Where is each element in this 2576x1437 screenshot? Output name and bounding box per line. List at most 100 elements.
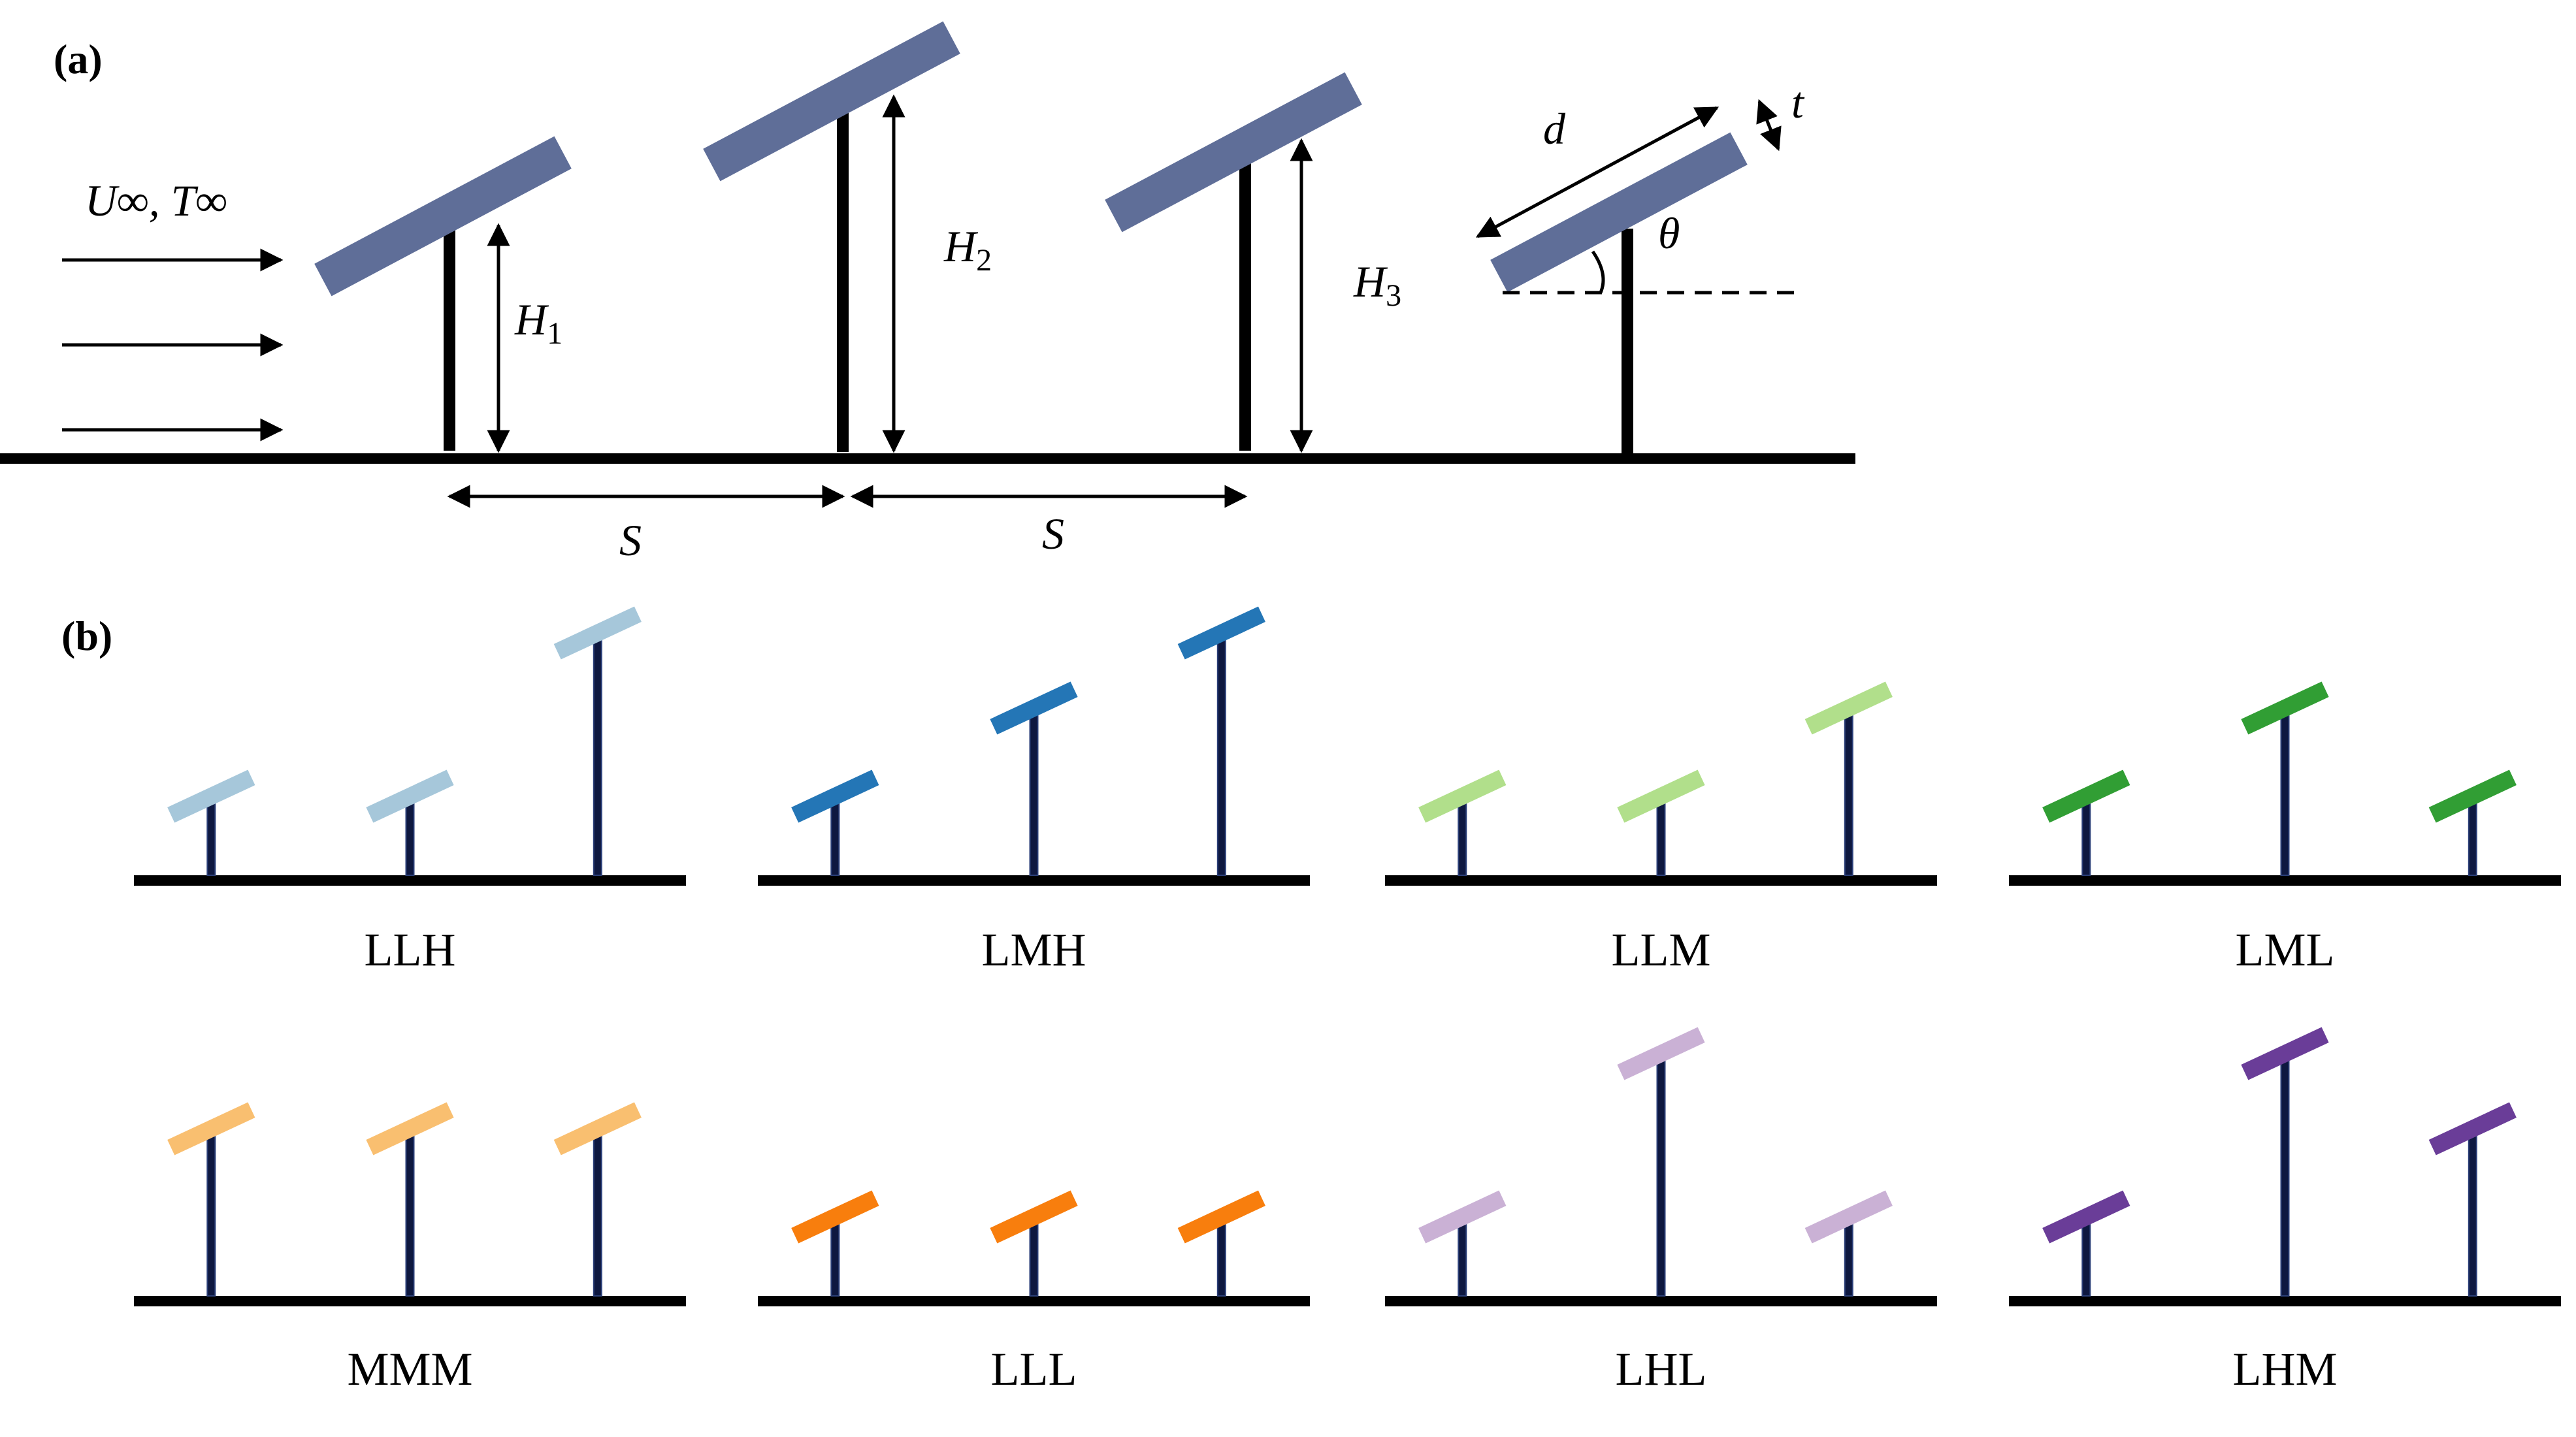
h2-symbol: H [943,221,979,271]
spacing-label-1: S [619,515,642,565]
array-panel [1804,681,1893,876]
panel-post [1029,708,1039,876]
panel-a-label: (a) [54,36,103,82]
panel-1-post [444,225,455,451]
panel-thickness-label: t [1791,78,1805,127]
array-panel [1617,1027,1705,1297]
panel-post [1458,1217,1467,1297]
config-label: LLM [1612,924,1711,976]
h2-subscript: 2 [976,243,992,278]
solar-panel-3 [1105,72,1362,451]
panel-plate [553,1102,642,1155]
panel-plate [990,681,1078,735]
panel-post [1216,1217,1226,1297]
panel-a: (a) U∞, T∞ [0,21,1855,565]
panel-post [206,796,216,876]
panel-plate [1418,1190,1507,1244]
inflow-arrows [62,248,284,442]
array-panel [366,769,454,876]
panel-plate [1418,769,1507,823]
solar-panel-2 [703,21,960,452]
panel-post [1656,796,1666,876]
height-label-h3: H3 [1353,257,1401,313]
array-panel [553,606,642,876]
config-label: LLH [365,924,456,976]
array-panel [366,1102,454,1297]
solar-panel-1 [314,136,572,451]
t-dimension-arrow [1756,99,1782,152]
array-panel [2428,1102,2517,1297]
config-lmh: LMH [758,606,1310,976]
array-panel [2241,681,2329,876]
panel-plate [1617,1027,1705,1080]
panel-post [2081,796,2091,876]
panel-plate [2042,769,2130,823]
panel-plate [2428,1102,2517,1155]
panel-post [206,1129,216,1297]
panel-plate [553,606,642,660]
panel-3-post [1239,152,1251,451]
tilt-angle-label: θ [1658,208,1680,258]
panel-plate [1617,769,1705,823]
freestream-label: U∞, T∞ [85,176,227,225]
panel-plate [167,1102,255,1155]
panel-length-label: d [1543,104,1566,153]
panel-b: (b) LLH LMH LLM LML MMM LLL LHL LHM [61,606,2561,1395]
d-dimension-arrow [1475,106,1720,238]
array-panel [1418,769,1507,876]
h3-symbol: H [1353,257,1388,306]
config-mmm: MMM [134,1102,686,1395]
h3-subscript: 3 [1386,278,1401,313]
h1-symbol: H [514,295,549,344]
config-label: LMH [982,924,1086,976]
panel-post [830,796,840,876]
tilt-angle-arc [1591,250,1605,293]
panel-plate [1804,1190,1893,1244]
panel-plate [2428,769,2517,823]
solar-panel-detail [1475,99,1803,454]
panel-post [2081,1217,2091,1297]
array-panel [990,1190,1078,1297]
config-lhm: LHM [2009,1027,2561,1395]
panel-post [405,796,415,876]
config-label: MMM [347,1343,472,1395]
panel-post [593,1129,602,1297]
array-panel [791,769,879,876]
panel-post [2468,796,2477,876]
panel-post [1458,796,1467,876]
panel-plate [366,769,454,823]
panel-post [1844,708,1853,876]
array-panel [1177,606,1265,876]
panel-plate [2241,1027,2329,1080]
panel-post [405,1129,415,1297]
config-label: LHL [1616,1343,1707,1395]
config-label: LHM [2233,1343,2338,1395]
config-label: LML [2236,924,2335,976]
panel-plate [1804,681,1893,735]
detail-post [1622,229,1633,454]
panel-plate [791,1190,879,1244]
array-panel [2042,769,2130,876]
config-lml: LML [2009,681,2561,976]
panel-plate [990,1190,1078,1244]
panel-b-label: (b) [61,613,112,659]
panel-3-plate [1105,72,1362,233]
array-panel [990,681,1078,876]
h1-subscript: 1 [547,316,562,351]
config-llh: LLH [134,606,686,976]
config-llm: LLM [1385,681,1937,976]
config-lhl: LHL [1385,1027,1937,1395]
height-label-h1: H1 [514,295,562,351]
array-panel [2241,1027,2329,1297]
panel-plate [2241,681,2329,735]
panel-plate [2042,1190,2130,1244]
panel-post [2280,1054,2290,1297]
panel-plate [1177,1190,1265,1244]
array-panel [1617,769,1705,876]
panel-plate [791,769,879,823]
panel-post [1656,1054,1666,1297]
detail-plate [1490,132,1748,293]
panel-plate [167,769,255,823]
panel-1-plate [314,136,572,297]
